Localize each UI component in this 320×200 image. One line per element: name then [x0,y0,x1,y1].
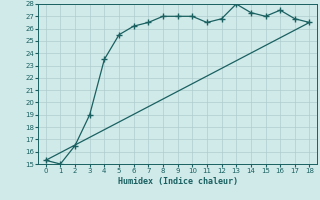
X-axis label: Humidex (Indice chaleur): Humidex (Indice chaleur) [118,177,238,186]
